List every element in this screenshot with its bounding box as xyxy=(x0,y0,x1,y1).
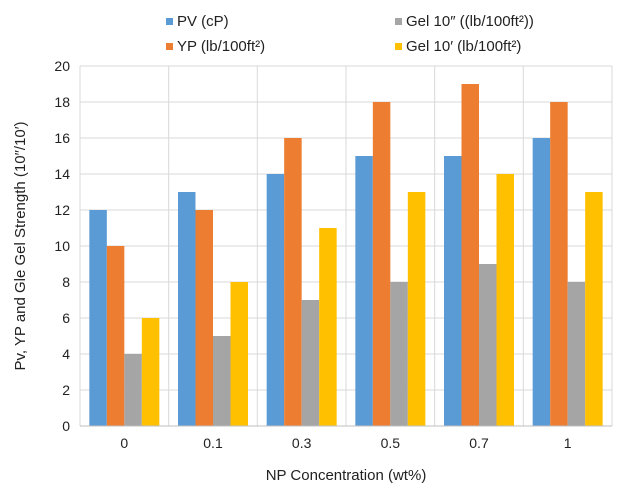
x-tick-label: 0 xyxy=(120,435,128,451)
bar xyxy=(390,282,408,426)
bar xyxy=(444,156,462,426)
bar xyxy=(124,354,142,426)
x-tick-label: 0.5 xyxy=(381,435,401,451)
legend-swatch xyxy=(166,18,173,25)
legend-label: YP (lb/100ft²) xyxy=(177,38,265,55)
bar xyxy=(141,318,160,426)
bar xyxy=(550,102,568,426)
legend-label: Gel 10″ ((lb/100ft²)) xyxy=(406,13,534,30)
bar xyxy=(479,264,497,426)
bar xyxy=(319,228,337,426)
gridlines xyxy=(79,65,613,426)
bar xyxy=(301,300,320,426)
y-axis-ticks: 0 2 4 6 8 10 12 14 16 18 20 xyxy=(54,58,70,434)
y-tick-label: 20 xyxy=(54,58,70,74)
y-tick-label: 10 xyxy=(54,238,70,254)
bar xyxy=(372,102,391,426)
bar xyxy=(284,138,302,426)
y-tick-label: 12 xyxy=(54,202,70,218)
bar xyxy=(89,210,107,426)
bar xyxy=(178,192,196,426)
bar xyxy=(230,282,248,426)
bar xyxy=(585,192,603,426)
bar xyxy=(532,138,551,426)
x-axis-ticks: 0 0.1 0.3 0.5 0.7 1 xyxy=(120,435,571,451)
bar xyxy=(213,336,231,426)
y-axis-title: Pv, YP and Gle Gel Strength (10″/10′) xyxy=(12,121,29,370)
x-axis-title: NP Concentration (wt%) xyxy=(266,467,427,484)
bar xyxy=(355,156,373,426)
x-tick-label: 1 xyxy=(564,435,572,451)
legend-swatch xyxy=(395,43,402,50)
bar xyxy=(266,174,285,426)
y-tick-label: 2 xyxy=(62,382,70,398)
bar xyxy=(407,192,426,426)
bar xyxy=(195,210,213,426)
y-tick-label: 4 xyxy=(62,346,70,362)
y-tick-label: 6 xyxy=(62,310,70,326)
y-tick-label: 8 xyxy=(62,274,70,290)
x-tick-label: 0.7 xyxy=(469,435,489,451)
bar xyxy=(567,282,586,426)
bar xyxy=(496,174,514,426)
bar xyxy=(106,246,125,426)
legend-swatch xyxy=(166,43,173,50)
x-tick-label: 0.1 xyxy=(203,435,223,451)
legend-swatch xyxy=(395,18,402,25)
legend: PV (cP) YP (lb/100ft²) Gel 10″ ((lb/100ft²… xyxy=(166,13,534,55)
y-tick-label: 14 xyxy=(54,166,70,182)
legend-label: PV (cP) xyxy=(177,13,229,30)
x-tick-label: 0.3 xyxy=(292,435,312,451)
legend-label: Gel 10′ (lb/100ft²) xyxy=(406,38,521,55)
y-tick-label: 18 xyxy=(54,94,70,110)
bars xyxy=(89,84,603,426)
y-tick-label: 16 xyxy=(54,130,70,146)
y-tick-label: 0 xyxy=(62,418,70,434)
bar xyxy=(461,84,479,426)
